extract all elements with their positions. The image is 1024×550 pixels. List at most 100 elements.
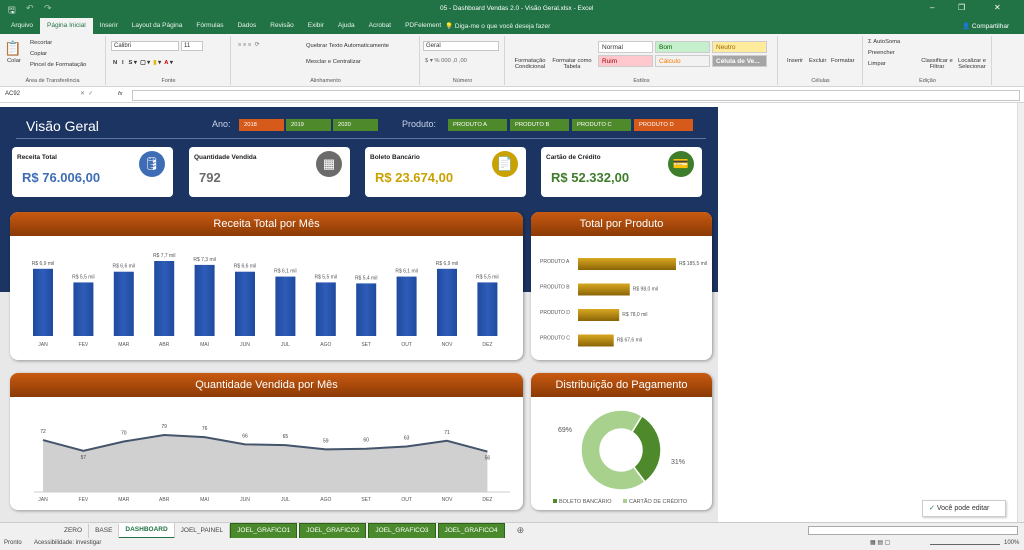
formula-bar: AC92 ✕ ✓ fx xyxy=(0,88,1024,103)
revenue-x-tick: JUL xyxy=(281,342,290,348)
function-icon[interactable]: fx xyxy=(118,91,123,97)
sheet-tab-zero[interactable]: ZERO xyxy=(58,523,90,538)
find-select-button[interactable]: Localizar e Selecionar xyxy=(957,58,987,70)
ribbon-tab-p-gina-inicial[interactable]: Página Inicial xyxy=(40,18,93,34)
sheet-tab-joel_grafico4[interactable]: JOEL_GRAFICO4 xyxy=(437,522,505,539)
revenue-x-tick: ABR xyxy=(159,342,170,348)
quantity-data-label: 65 xyxy=(283,434,289,440)
paste-button[interactable]: Colar xyxy=(7,58,21,64)
year-filter-2020[interactable]: 2020 xyxy=(333,119,378,131)
merge-center-button[interactable]: Mesclar e Centralizar xyxy=(306,59,361,65)
format-as-table-button[interactable]: Formatar como Tabela xyxy=(552,58,592,70)
ribbon-tab-ajuda[interactable]: Ajuda xyxy=(338,22,355,29)
fill-button[interactable]: Preencher xyxy=(868,50,895,56)
ribbon-tab-f-rmulas[interactable]: Fórmulas xyxy=(196,22,224,29)
save-icon[interactable]: 🖫 xyxy=(8,5,16,15)
number-label: Número xyxy=(452,78,473,84)
bold-button[interactable]: N I S ▾ ▢ ▾ ▮ ▾ A ▾ xyxy=(113,60,173,66)
revenue-bar xyxy=(437,268,457,336)
quantity-area-chart: 72 JAN 57 FEV 70 MAR 79 ABR 76 MAI 66 JUN 65 JUL 59 AGO… xyxy=(34,424,510,503)
revenue-bar xyxy=(356,283,377,336)
clear-button[interactable]: Limpar xyxy=(868,61,886,67)
close-icon[interactable]: ✕ xyxy=(994,3,1001,12)
ribbon-tab-dados[interactable]: Dados xyxy=(237,22,257,29)
cancel-confirm-icons[interactable]: ✕ ✓ xyxy=(80,91,93,97)
status-bar: Pronto Acessibilidade: investigar ▦ ▤ ▢ … xyxy=(0,538,1024,550)
number-format-select[interactable]: Geral xyxy=(423,41,499,51)
ribbon-tab-acrobat[interactable]: Acrobat xyxy=(368,22,392,29)
sheet-tab-joel_grafico1[interactable]: JOEL_GRAFICO1 xyxy=(230,522,298,539)
year-filter-2019[interactable]: 2019 xyxy=(286,119,331,131)
payment-chart-title: Distribuição do Pagamento xyxy=(531,373,712,397)
redo-icon[interactable]: ↷ xyxy=(44,3,52,13)
share-button[interactable]: 👤 Compartilhar xyxy=(962,23,1010,30)
ribbon-tab-inserir[interactable]: Inserir xyxy=(99,22,118,29)
font-name-select[interactable]: Calibri xyxy=(111,41,179,51)
edit-notice[interactable]: ✓ Você pode editar xyxy=(922,500,1006,517)
product-filter-d[interactable]: PRODUTO D xyxy=(634,119,693,131)
revenue-bar xyxy=(194,264,215,336)
add-sheet-icon[interactable]: ⊕ xyxy=(516,525,525,535)
product-chart-title: Total por Produto xyxy=(531,212,712,236)
view-icons[interactable]: ▦ ▤ ▢ xyxy=(870,540,891,546)
font-size-select[interactable]: 11 xyxy=(181,41,203,51)
sheet-tab-joel_grafico3[interactable]: JOEL_GRAFICO3 xyxy=(368,522,436,539)
name-box[interactable]: AC92 xyxy=(3,90,55,101)
sort-filter-button[interactable]: Classificar e Filtrar xyxy=(921,58,953,70)
paste-icon[interactable]: 📋 xyxy=(4,40,22,56)
ribbon-tab-arquivo[interactable]: Arquivo xyxy=(11,22,34,29)
style-check-cell[interactable]: Célula de Ve... xyxy=(712,55,767,67)
product-bar xyxy=(578,309,620,321)
alignment-group: ≡ ≡ ≡ ⟳ Quebrar Texto Automaticamente Me… xyxy=(232,36,420,85)
horizontal-scrollbar[interactable] xyxy=(808,526,1018,535)
ribbon-tab-layout-da-p-gina[interactable]: Layout da Página xyxy=(131,22,183,29)
vertical-scrollbar[interactable] xyxy=(1017,103,1024,522)
tell-me-search[interactable]: 💡 Diga-me o que você deseja fazer xyxy=(445,23,551,30)
ribbon-tab-revis-o[interactable]: Revisão xyxy=(270,22,294,29)
product-filter-b[interactable]: PRODUTO B xyxy=(510,119,569,131)
sheet-tab-joel_grafico2[interactable]: JOEL_GRAFICO2 xyxy=(299,522,367,539)
total-by-product-panel: Total por Produto PRODUTO A R$ 185,5 mil P… xyxy=(531,212,712,360)
copy-button[interactable]: Copiar xyxy=(30,51,48,57)
insert-cells-button[interactable]: Inserir xyxy=(787,58,804,64)
product-filter-a[interactable]: PRODUTO A xyxy=(448,119,507,131)
product-bar xyxy=(578,334,614,347)
sheet-tab-dashboard[interactable]: DASHBOARD xyxy=(119,522,175,539)
edit-notice-text: Você pode editar xyxy=(936,505,990,512)
cut-button[interactable]: Recortar xyxy=(30,40,53,46)
ribbon-tab-exibir[interactable]: Exibir xyxy=(307,22,325,29)
accessibility-status[interactable]: Acessibilidade: investigar xyxy=(34,540,102,546)
autosum-button[interactable]: Σ AutoSoma xyxy=(868,39,901,45)
style-calculation[interactable]: Cálculo xyxy=(655,55,710,67)
wrap-text-button[interactable]: Quebrar Texto Automaticamente xyxy=(306,43,390,49)
style-good[interactable]: Bom xyxy=(655,41,710,53)
alignment-label: Alinhamento xyxy=(310,78,341,84)
undo-icon[interactable]: ↶ xyxy=(26,3,34,13)
formula-input[interactable] xyxy=(132,90,1020,101)
ribbon-tab-pdfelement[interactable]: PDFelement xyxy=(405,22,442,29)
conditional-formatting-button[interactable]: Formatação Condicional xyxy=(514,58,546,70)
style-normal[interactable]: Normal xyxy=(598,41,653,53)
year-filter-2018[interactable]: 2018 xyxy=(239,119,284,131)
zoom-slider[interactable] xyxy=(930,544,1000,545)
revenue-x-tick: SET xyxy=(361,342,371,348)
align-icons[interactable]: ≡ ≡ ≡ ⟳ xyxy=(238,42,260,48)
restore-icon[interactable]: ❐ xyxy=(958,3,966,12)
delete-cells-button[interactable]: Excluir xyxy=(809,58,827,64)
revenue-x-tick: MAI xyxy=(200,342,209,348)
quantity-x-tick: DEZ xyxy=(482,497,492,503)
revenue-data-label: R$ 5,5 mil xyxy=(315,274,338,280)
format-painter-button[interactable]: Pincel de Formatação xyxy=(30,62,87,68)
style-bad[interactable]: Ruim xyxy=(598,55,653,67)
style-neutral[interactable]: Neutro xyxy=(712,41,767,53)
sheet-tab-joel_painel[interactable]: JOEL_PAINEL xyxy=(175,523,231,538)
minimize-icon[interactable]: – xyxy=(930,3,935,12)
kpi-card: Quantidade Vendida 792 ▦ xyxy=(189,147,350,197)
sheet-tab-base[interactable]: BASE xyxy=(89,523,120,538)
revenue-bar xyxy=(73,282,94,336)
product-filter-c[interactable]: PRODUTO C xyxy=(572,119,631,131)
document-icon: 📄 xyxy=(492,151,518,177)
number-format-icons[interactable]: $ ▾ % 000 ,0 ,00 xyxy=(425,58,467,64)
revenue-x-tick: NOV xyxy=(442,342,454,348)
format-cells-button[interactable]: Formatar xyxy=(831,58,855,64)
